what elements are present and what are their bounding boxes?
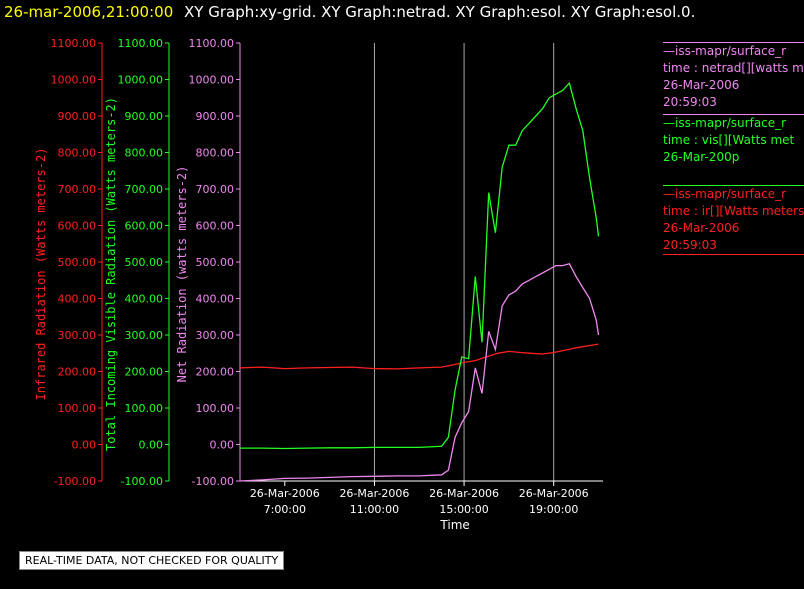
ir-tick-label: 600.00 — [58, 220, 97, 233]
legend-ir-variable: time : ir[][Watts meters — [663, 204, 804, 218]
x-tick-time: 11:00:00 — [350, 503, 399, 516]
legend-ir-date: 26-Mar-2006 — [663, 221, 740, 235]
ir-tick-label: 300.00 — [58, 329, 97, 342]
x-tick-date: 26-Mar-2006 — [250, 487, 320, 500]
x-tick-time: 7:00:00 — [264, 503, 306, 516]
net-tick-label: 0.00 — [210, 439, 235, 452]
net-tick-label: 400.00 — [196, 293, 235, 306]
header-graph-list: XY Graph:xy-grid. XY Graph:netrad. XY Gr… — [184, 3, 696, 21]
vis-tick-label: 300.00 — [125, 329, 164, 342]
x-axis-title: Time — [439, 518, 469, 532]
legend-vis-variable: time : vis[][Watts met — [663, 133, 795, 147]
ir-tick-label: 1000.00 — [51, 74, 97, 87]
ir-tick-label: 700.00 — [58, 183, 97, 196]
legend-ir: —iss-mapr/surface_r time : ir[][Watts me… — [663, 185, 804, 255]
ir-tick-label: -100.00 — [54, 475, 96, 488]
net-tick-label: 300.00 — [196, 329, 235, 342]
net-tick-label: 900.00 — [196, 110, 235, 123]
ir-axis-title: Infrared Radiation (Watts meters-2) — [34, 148, 48, 401]
vis-tick-label: 900.00 — [125, 110, 164, 123]
legend-vis-source: —iss-mapr/surface_r — [663, 116, 787, 130]
ir-tick-label: 1100.00 — [51, 37, 97, 50]
vis-tick-label: 1000.00 — [118, 74, 164, 87]
legend-vis-date: 26-Mar-200p — [663, 150, 740, 164]
x-tick-date: 26-Mar-2006 — [429, 487, 499, 500]
ir-tick-label: 900.00 — [58, 110, 97, 123]
ir-tick-label: 800.00 — [58, 147, 97, 160]
legend-net: —iss-mapr/surface_r time : netrad[][watt… — [663, 42, 804, 111]
vis-axis-title: Total Incoming Visible Radiation (Watts … — [104, 97, 118, 451]
net-tick-label: 1000.00 — [189, 74, 235, 87]
header-bar: 26-mar-2006,21:00:00 XY Graph:xy-grid. X… — [4, 3, 695, 21]
legend-net-date: 26-Mar-2006 — [663, 78, 740, 92]
net-tick-label: 100.00 — [196, 402, 235, 415]
vis-tick-label: 400.00 — [125, 293, 164, 306]
header-date-time: 26-mar-2006,21:00:00 — [4, 3, 174, 21]
vis-tick-label: 0.00 — [139, 439, 164, 452]
legend-net-variable: time : netrad[][watts m — [663, 61, 804, 75]
ir-tick-label: 400.00 — [58, 293, 97, 306]
legend-ir-source: —iss-mapr/surface_r — [663, 187, 787, 201]
legend-net-source: —iss-mapr/surface_r — [663, 44, 787, 58]
ir-tick-label: 500.00 — [58, 256, 97, 269]
net-tick-label: -100.00 — [192, 475, 234, 488]
vis-tick-label: 700.00 — [125, 183, 164, 196]
legend-net-time: 20:59:03 — [663, 95, 717, 109]
ir-tick-label: 100.00 — [58, 402, 97, 415]
net-series-line — [239, 263, 600, 482]
net-tick-label: 600.00 — [196, 220, 235, 233]
net-axis-title: Net Radiation (watts meters-2) — [175, 166, 189, 383]
ir-tick-label: 0.00 — [72, 439, 97, 452]
legend-ir-time: 20:59:03 — [663, 238, 717, 252]
vis-tick-label: 600.00 — [125, 220, 164, 233]
vis-tick-label: 200.00 — [125, 366, 164, 379]
vis-tick-label: -100.00 — [121, 475, 163, 488]
net-tick-label: 700.00 — [196, 183, 235, 196]
quality-note: REAL-TIME DATA, NOT CHECKED FOR QUALITY — [19, 551, 285, 570]
vis-series-line — [240, 81, 600, 450]
ir-tick-label: 200.00 — [58, 366, 97, 379]
x-tick-time: 19:00:00 — [529, 503, 578, 516]
x-tick-time: 15:00:00 — [439, 503, 488, 516]
net-tick-label: 800.00 — [196, 147, 235, 160]
vis-tick-label: 100.00 — [125, 402, 164, 415]
net-tick-label: 200.00 — [196, 366, 235, 379]
x-tick-date: 26-Mar-2006 — [519, 487, 589, 500]
net-tick-label: 1100.00 — [189, 37, 235, 50]
net-tick-label: 500.00 — [196, 256, 235, 269]
legend-vis: —iss-mapr/surface_r time : vis[][Watts m… — [663, 114, 804, 166]
ir-series-line — [239, 343, 599, 370]
x-tick-date: 26-Mar-2006 — [339, 487, 409, 500]
vis-tick-label: 800.00 — [125, 147, 164, 160]
vis-tick-label: 500.00 — [125, 256, 164, 269]
vis-tick-label: 1100.00 — [118, 37, 164, 50]
